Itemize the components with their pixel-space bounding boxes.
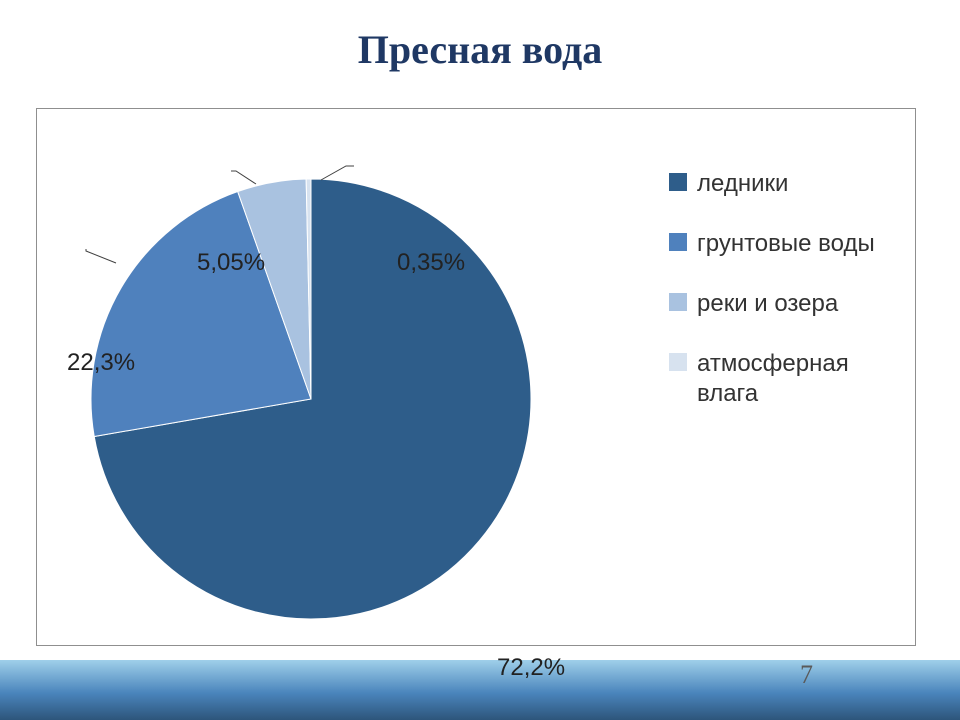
legend-item: грунтовые воды	[669, 229, 897, 259]
legend-label: ледники	[697, 169, 788, 199]
legend-item: ледники	[669, 169, 897, 199]
legend-item: атмосферная влага	[669, 349, 897, 409]
legend-item: реки и озера	[669, 289, 897, 319]
legend-label: грунтовые воды	[697, 229, 875, 259]
legend-swatch	[669, 233, 687, 251]
page-number: 7	[800, 660, 813, 690]
legend-swatch	[669, 173, 687, 191]
chart-frame: 72,2% 22,3% 5,05% 0,35% ледникигрунтовые…	[36, 108, 916, 646]
data-label-5-05: 5,05%	[197, 249, 265, 277]
leader-line	[86, 249, 116, 263]
legend-label: реки и озера	[697, 289, 838, 319]
legend-swatch	[669, 353, 687, 371]
legend-swatch	[669, 293, 687, 311]
leader-line	[321, 166, 354, 180]
data-label-72-2: 72,2%	[497, 654, 565, 682]
data-label-22-3: 22,3%	[67, 349, 135, 377]
legend: ледники грунтовые воды реки и озера атмосфе…	[669, 169, 897, 409]
slide: Пресная вода 72,2% 22,3% 5,05% 0,35% лед…	[0, 0, 960, 720]
data-label-0-35: 0,35%	[397, 249, 465, 277]
legend-label: атмосферная влага	[697, 349, 897, 409]
leader-line	[231, 171, 256, 184]
